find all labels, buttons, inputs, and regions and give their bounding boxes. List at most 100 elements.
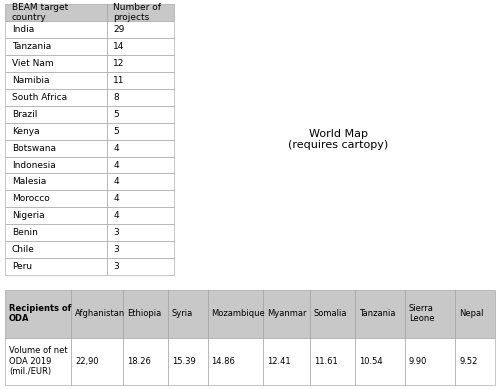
Text: Brazil: Brazil [12,110,37,119]
Bar [71,338,123,385]
Text: 4: 4 [114,161,119,170]
Text: 3: 3 [114,245,119,254]
Text: 4: 4 [114,194,119,203]
Bar [5,21,106,38]
Bar [106,207,174,224]
Text: 12: 12 [114,59,125,68]
Bar [123,338,168,385]
Bar [106,21,174,38]
Bar [5,55,106,72]
Text: World Map
(requires cartopy): World Map (requires cartopy) [288,129,388,151]
Bar [5,89,106,106]
Bar [5,38,106,55]
Bar [405,290,456,338]
Text: Tanzania: Tanzania [358,309,395,318]
Text: Recipients of
ODA: Recipients of ODA [9,304,72,323]
Text: 8: 8 [114,93,119,102]
Text: Tanzania: Tanzania [12,42,51,51]
Text: Myanmar: Myanmar [267,309,306,318]
Bar [106,38,174,55]
Text: 9.90: 9.90 [409,357,428,366]
Text: Botswana: Botswana [12,144,56,152]
Text: Viet Nam: Viet Nam [12,59,53,68]
Bar [263,338,310,385]
Text: Sierra
Leone: Sierra Leone [409,304,434,323]
Bar [71,290,123,338]
Bar [5,140,106,156]
Bar [106,191,174,207]
Text: India: India [12,25,34,34]
Bar [456,290,495,338]
Bar [106,241,174,258]
Bar [208,290,263,338]
Text: Somalia: Somalia [314,309,347,318]
Text: Indonesia: Indonesia [12,161,56,170]
Bar [5,123,106,140]
Text: 29: 29 [114,25,125,34]
Bar [106,156,174,173]
Text: Number of
projects: Number of projects [114,3,162,22]
Bar [5,156,106,173]
Bar [168,290,207,338]
Bar [5,106,106,123]
Bar [5,173,106,191]
Bar [263,290,310,338]
Bar [355,338,405,385]
Bar [106,72,174,89]
Bar [106,106,174,123]
Bar [106,123,174,140]
Text: BEAM target
country: BEAM target country [12,3,68,22]
Text: 4: 4 [114,177,119,186]
Bar [405,338,456,385]
Bar [208,338,263,385]
Bar [106,258,174,275]
Text: 22,90: 22,90 [75,357,98,366]
Text: Afghanistan: Afghanistan [75,309,126,318]
Bar [5,207,106,224]
Text: South Africa: South Africa [12,93,67,102]
Text: Volume of net
ODA 2019
(mil./EUR): Volume of net ODA 2019 (mil./EUR) [9,347,68,376]
Bar [310,338,355,385]
Bar [106,173,174,191]
Text: Morocco: Morocco [12,194,50,203]
Text: Chile: Chile [12,245,34,254]
Text: 12.41: 12.41 [267,357,291,366]
Bar [106,55,174,72]
Text: 4: 4 [114,211,119,221]
Text: Ethiopia: Ethiopia [127,309,161,318]
Bar [5,241,106,258]
Bar [168,338,207,385]
Bar [5,72,106,89]
Text: 14: 14 [114,42,125,51]
Text: 18.26: 18.26 [127,357,151,366]
Text: 11.61: 11.61 [314,357,338,366]
Text: 5: 5 [114,126,119,136]
Text: 5: 5 [114,110,119,119]
Bar [310,290,355,338]
Bar [106,4,174,21]
Text: Nepal: Nepal [459,309,483,318]
Bar [5,191,106,207]
Bar [123,290,168,338]
Bar [106,224,174,241]
Bar [456,338,495,385]
Bar [5,290,71,338]
Text: Syria: Syria [172,309,193,318]
Bar [106,140,174,156]
Text: Nigeria: Nigeria [12,211,44,221]
Bar [5,4,106,21]
Text: Malesia: Malesia [12,177,46,186]
Text: 11: 11 [114,76,125,85]
Text: Mozambique: Mozambique [212,309,266,318]
Text: Namibia: Namibia [12,76,50,85]
Text: 9.52: 9.52 [459,357,477,366]
Text: 14.86: 14.86 [212,357,236,366]
Bar [5,224,106,241]
Bar [5,258,106,275]
Text: 3: 3 [114,228,119,237]
Text: 15.39: 15.39 [172,357,196,366]
Bar [106,89,174,106]
Text: Benin: Benin [12,228,38,237]
Bar [5,338,71,385]
Text: Peru: Peru [12,262,32,271]
